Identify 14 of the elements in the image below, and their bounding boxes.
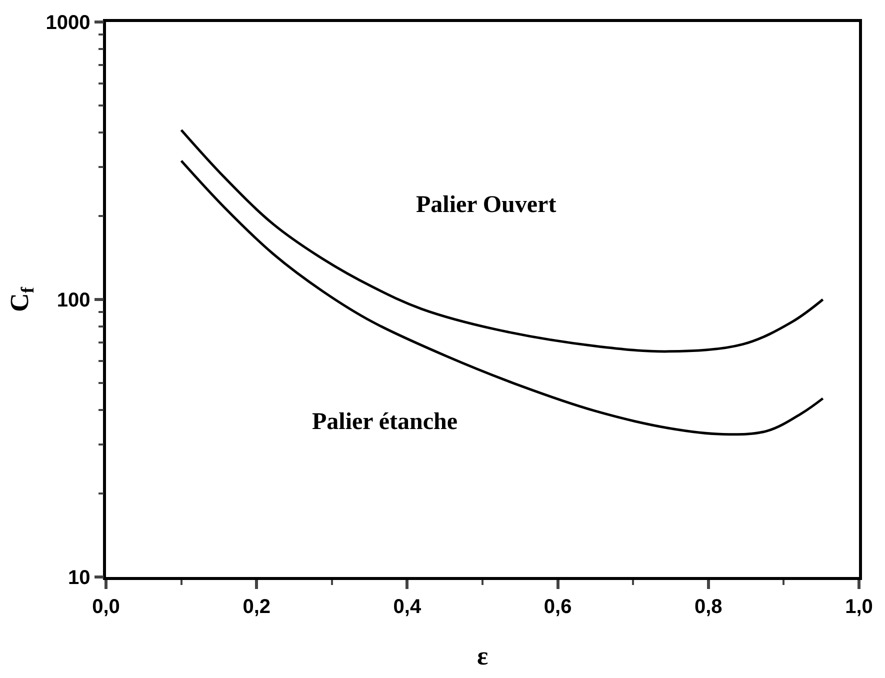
y-tick-label: 1000: [46, 12, 90, 34]
annotation: Palier Ouvert: [416, 192, 556, 218]
x-tick-label: 0,2: [242, 596, 271, 618]
x-tick-label: 0,6: [544, 596, 572, 618]
y-tick-label: 100: [56, 290, 90, 312]
x-tick-label: 0,4: [393, 596, 422, 618]
x-tick-label: 1,0: [845, 596, 873, 618]
x-axis-title: ε: [476, 641, 488, 670]
line-series: [180, 160, 824, 436]
annotation: Palier étanche: [312, 409, 458, 435]
line-series: [180, 128, 824, 353]
y-tick-label: 10: [68, 567, 90, 589]
x-tick-label: 0,0: [92, 596, 120, 618]
x-tick-label: 0,8: [694, 596, 722, 618]
